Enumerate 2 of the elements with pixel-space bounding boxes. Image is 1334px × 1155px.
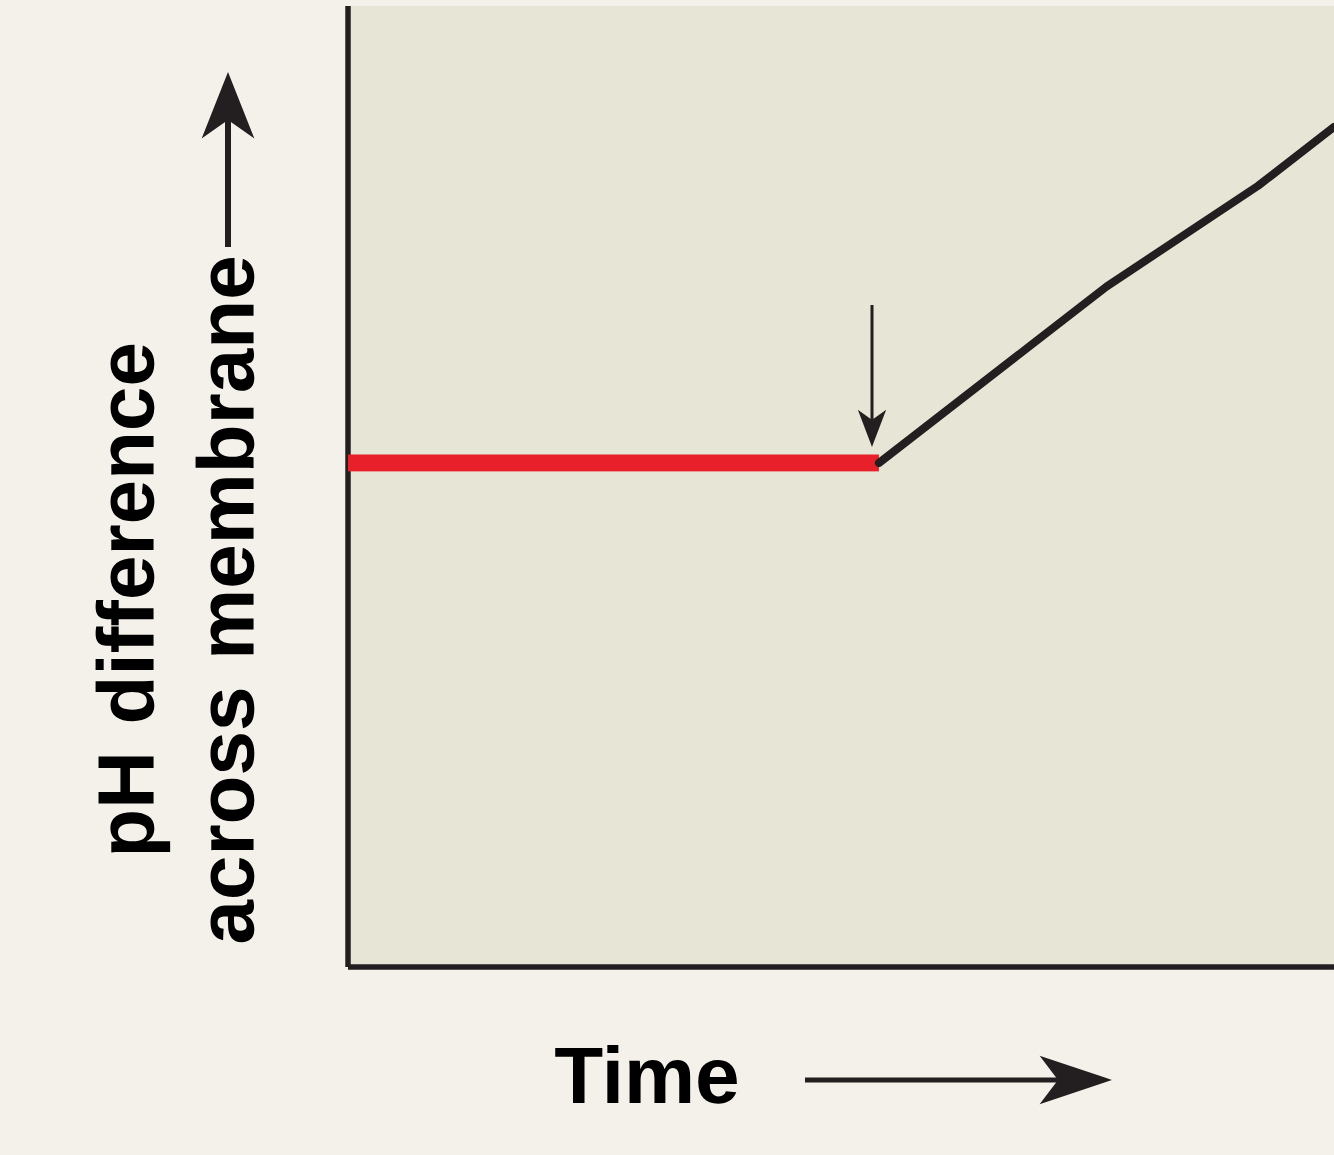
y-axis-title: pH difference across membrane <box>95 258 255 943</box>
x-axis-title: Time <box>555 1045 737 1104</box>
